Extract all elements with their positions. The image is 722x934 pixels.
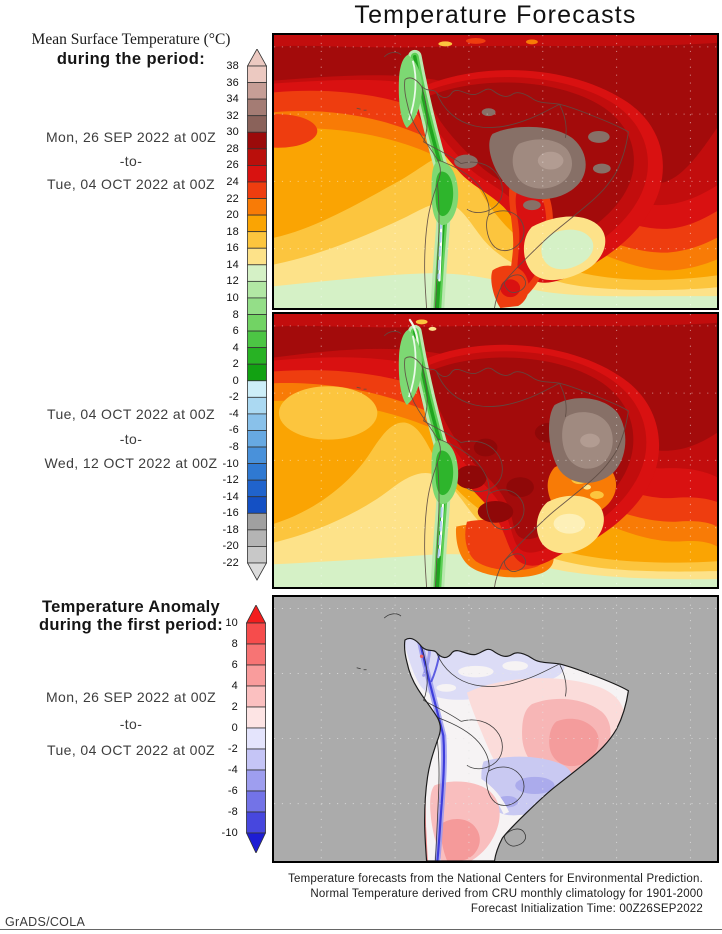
- tick-label: -14: [222, 490, 239, 503]
- period2-start: Tue, 04 OCT 2022 at 00Z: [47, 406, 215, 422]
- tick-label: 22: [226, 192, 239, 205]
- period3-end: Tue, 04 OCT 2022 at 00Z: [47, 742, 215, 758]
- tick-label: 32: [226, 109, 239, 122]
- period3-dates: Mon, 26 SEP 2022 at 00Z -to- Tue, 04 OCT…: [0, 684, 262, 764]
- grid-dots: [274, 314, 717, 587]
- grid-dots: [274, 35, 717, 308]
- tick-label: 20: [226, 209, 239, 222]
- anomaly-colorbar-ticks: 10 8 6 4 2 0 -2 -4 -6 -8 -10: [189, 605, 242, 853]
- coastline-and-borders: [356, 330, 629, 587]
- tick-label: 14: [226, 258, 239, 271]
- tick-label: 28: [226, 142, 239, 155]
- tick-label: -18: [222, 523, 239, 536]
- grid-dots: [274, 597, 717, 861]
- tick-label: 6: [232, 325, 239, 338]
- hottest-gray-patches: [548, 398, 626, 483]
- temperature-anomaly-map-svg: [274, 597, 717, 861]
- tick-label: -16: [222, 507, 239, 520]
- tick-label: -12: [222, 474, 239, 487]
- tick-label: -10: [222, 457, 239, 470]
- tick-label: 10: [225, 617, 238, 629]
- temperature-map-period2: [272, 312, 719, 589]
- temperature-map-period2-svg: [274, 314, 717, 587]
- south-america-coastline: [403, 637, 630, 861]
- tick-label: -6: [227, 785, 238, 797]
- period1-start: Mon, 26 SEP 2022 at 00Z: [45, 129, 217, 145]
- tick-label: 4: [232, 341, 239, 354]
- temperature-colorbar: [246, 48, 268, 586]
- tick-label: 12: [226, 275, 239, 288]
- period3-start: Mon, 26 SEP 2022 at 00Z: [45, 689, 217, 705]
- anomaly-heading: Temperature Anomaly during the first per…: [0, 598, 262, 634]
- tick-label: 8: [231, 638, 238, 650]
- hottest-gray-patches: [454, 108, 611, 211]
- period1-separator: -to-: [119, 152, 143, 169]
- period2-end: Wed, 12 OCT 2022 at 00Z: [44, 455, 218, 471]
- anomaly-heading-line1: Temperature Anomaly: [41, 598, 221, 616]
- tick-label: 36: [226, 76, 239, 89]
- footer-line1: Temperature forecasts from the National …: [288, 873, 703, 885]
- tick-label: 8: [232, 308, 239, 321]
- temperature-map-period1-svg: [274, 35, 717, 308]
- tick-label: -8: [227, 806, 238, 818]
- mean-surface-temperature-heading: Mean Surface Temperature (°C): [31, 31, 231, 48]
- bottom-rule: [0, 929, 722, 930]
- tick-label: 2: [231, 701, 238, 713]
- uruguay-mild-patch: [523, 216, 606, 281]
- grads-credit: GrADS/COLA: [5, 915, 86, 929]
- tick-label: 38: [226, 60, 239, 72]
- tick-label: -6: [228, 424, 239, 437]
- temperature-colorbar-ticks: 38 36 34 32 30 28 26 24 22 20 18 16 14 12 10 8 6 4 2 0 -2 -4-…: [190, 49, 243, 580]
- tick-label: -20: [222, 540, 239, 553]
- footer-line3: Forecast Initialization Time: 00Z26SEP20…: [470, 903, 703, 915]
- uruguay-mild-patch: [536, 495, 604, 554]
- country-borders: [356, 613, 567, 861]
- tick-label: 24: [226, 175, 239, 188]
- tick-label: -2: [227, 743, 238, 755]
- tick-label: 34: [226, 93, 239, 106]
- anomaly-heading-line2: during the first period:: [38, 615, 224, 634]
- coastline-and-borders: [356, 51, 629, 308]
- during-period-heading: during the period:: [56, 50, 206, 68]
- tick-label: -8: [228, 441, 239, 454]
- period2-separator: -to-: [119, 430, 143, 447]
- period3-separator: -to-: [119, 715, 143, 732]
- tick-label: -4: [227, 764, 238, 776]
- tick-label: 0: [232, 374, 239, 387]
- anomaly-colorbar: [245, 604, 267, 858]
- period1-end: Tue, 04 OCT 2022 at 00Z: [47, 176, 215, 192]
- tick-label: 26: [226, 159, 239, 172]
- tick-label: 2: [232, 358, 239, 371]
- tick-label: 6: [231, 659, 238, 671]
- tick-label: 18: [226, 225, 239, 238]
- footer-line2: Normal Temperature derived from CRU mont…: [310, 888, 703, 900]
- tick-label: 0: [231, 722, 238, 734]
- footer-caption: Temperature forecasts from the National …: [288, 872, 703, 917]
- period1-dates: Mon, 26 SEP 2022 at 00Z -to- Tue, 04 OCT…: [0, 126, 262, 197]
- tick-label: -2: [228, 391, 239, 404]
- period2-dates: Tue, 04 OCT 2022 at 00Z -to- Wed, 12 OCT…: [0, 402, 262, 476]
- temperature-map-period1: [272, 33, 719, 310]
- tick-label: 30: [226, 126, 239, 139]
- tick-label: 10: [226, 291, 239, 304]
- tick-label: 4: [231, 680, 238, 692]
- tick-label: -10: [221, 827, 238, 839]
- tick-label: -22: [222, 557, 239, 569]
- temperature-anomaly-map: [272, 595, 719, 863]
- tick-label: -4: [228, 407, 239, 420]
- tick-label: 16: [226, 242, 239, 255]
- page-title: Temperature Forecasts: [354, 1, 637, 29]
